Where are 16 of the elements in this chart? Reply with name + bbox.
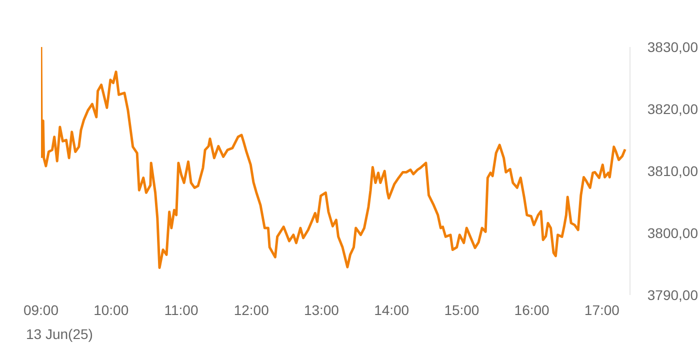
x-tick-label: 15:00 xyxy=(444,302,480,318)
y-tick-label: 3830,00 xyxy=(647,38,698,55)
y-tick-label: 3790,00 xyxy=(647,286,698,303)
x-axis-title: 13 Jun(25) xyxy=(26,326,93,342)
line-series xyxy=(41,47,626,269)
x-tick-label: 17:00 xyxy=(584,302,620,318)
x-tick-label: 10:00 xyxy=(94,302,129,318)
x-tick-label: 09:00 xyxy=(23,302,59,318)
x-tick-label: 12:00 xyxy=(234,302,270,318)
x-tick-label: 16:00 xyxy=(514,302,550,318)
y-tick-label: 3810,00 xyxy=(647,162,698,179)
y-tick-label: 3820,00 xyxy=(647,100,698,117)
y-tick-label: 3800,00 xyxy=(647,224,698,241)
x-tick-label: 14:00 xyxy=(374,302,410,318)
x-tick-label: 13:00 xyxy=(304,302,340,318)
x-tick-label: 11:00 xyxy=(164,302,198,318)
